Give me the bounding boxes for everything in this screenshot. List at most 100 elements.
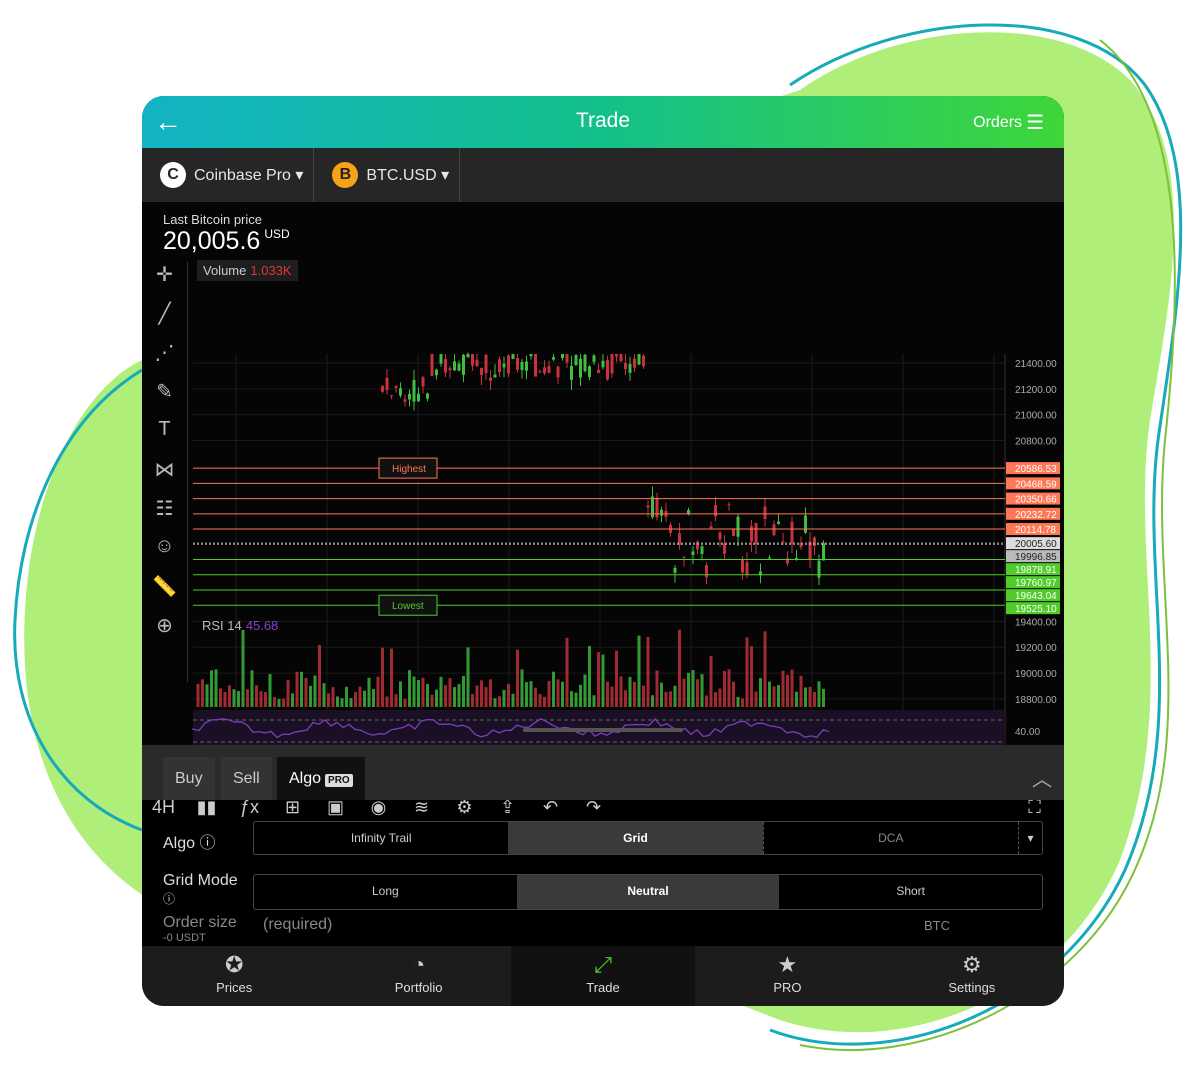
nav-trade[interactable]: ⤢ Trade [510, 946, 696, 1006]
portfolio-icon: ◔ [411, 952, 426, 977]
algo-option-dca[interactable]: DCA [762, 822, 1018, 854]
candle [502, 363, 506, 368]
gear-icon[interactable]: ⚙ [456, 796, 473, 817]
nav-pro[interactable]: ★ PRO [695, 946, 879, 1006]
volume-bar [772, 686, 776, 707]
nav-settings[interactable]: ⚙ Settings [880, 946, 1064, 1006]
volume-bar [358, 686, 362, 707]
zoom-in-icon[interactable]: ⊕ [156, 615, 173, 637]
volume-bar [345, 686, 348, 707]
layers-icon[interactable]: ≋ [413, 796, 430, 817]
candle [799, 542, 803, 548]
candle [723, 543, 726, 554]
volume-bar [696, 679, 699, 707]
indicators-icon[interactable]: ƒx [239, 796, 259, 817]
price-tick: 20800.00 [1015, 437, 1057, 448]
volume-bar [255, 685, 258, 707]
volume-bar [493, 698, 497, 707]
candle [637, 354, 641, 365]
candle [822, 543, 825, 561]
undo-icon[interactable]: ↶ [542, 796, 559, 817]
nav-prices[interactable]: ✪ Prices [142, 946, 326, 1006]
eye-icon[interactable]: ◉ [370, 796, 387, 817]
volume-bar [741, 698, 744, 707]
prediction-icon[interactable]: ☷ [155, 498, 174, 520]
tab-algo[interactable]: Algo PRO [277, 757, 365, 800]
volume-bar [732, 681, 735, 707]
volume-bar [637, 635, 641, 707]
info-icon[interactable]: ⓘ [163, 892, 176, 906]
drag-handle[interactable] [523, 728, 683, 732]
candle [520, 361, 524, 371]
emoji-icon[interactable]: ☺ [154, 535, 175, 557]
volume-bar [259, 691, 263, 707]
candle [682, 556, 686, 558]
layout-icon[interactable]: ⊞ [284, 796, 301, 817]
volume-bar [754, 691, 758, 707]
price-chart[interactable]: Last Bitcoin price 20,005.6 USD ✛ ╱ ⋰ ✎ T ⋈ ☷ ☺ 📏… [142, 202, 1064, 817]
info-icon[interactable]: ⓘ [199, 835, 216, 852]
tab-buy[interactable]: Buy [163, 757, 215, 800]
page-title: Trade [575, 109, 631, 132]
orders-label: Orders [973, 113, 1023, 131]
fullscreen-icon[interactable]: ⛶ [1028, 796, 1041, 817]
text-icon[interactable]: T [158, 418, 171, 440]
candle [651, 496, 654, 518]
volume-bar [385, 696, 389, 707]
order-size-input[interactable]: (required) [263, 916, 333, 933]
candle [750, 526, 753, 542]
candle [489, 377, 492, 381]
volume-bar [498, 696, 501, 707]
trend-line-icon[interactable]: ╱ [158, 303, 171, 325]
volume-bar [750, 646, 753, 707]
pattern-icon[interactable]: ⋈ [154, 459, 175, 481]
volume-bar [822, 688, 825, 707]
candle [754, 523, 758, 545]
brush-icon[interactable]: ✎ [156, 381, 173, 403]
redo-icon[interactable]: ↷ [585, 796, 602, 817]
algo-dropdown-caret[interactable]: ▾ [1017, 822, 1042, 854]
orders-list-icon: ☰ [1026, 112, 1044, 134]
crosshair-icon[interactable]: ✛ [156, 264, 173, 286]
candles-icon[interactable]: ▮▮ [196, 796, 217, 817]
volume-bar [556, 679, 560, 707]
pitchfork-icon[interactable]: ⋰ [154, 342, 175, 364]
candle [759, 571, 762, 576]
volume-bar [723, 670, 726, 707]
bitcoin-icon: B [332, 162, 359, 188]
candle [462, 354, 465, 375]
orders-button[interactable]: Orders ☰ [973, 110, 1044, 135]
algo-option-grid[interactable]: Grid [508, 822, 763, 854]
candle [781, 541, 785, 543]
current-price-tag [1006, 537, 1060, 550]
volume-bar [592, 695, 596, 707]
trade-icon: ⤢ [594, 952, 612, 977]
candle [538, 371, 542, 373]
ruler-icon[interactable]: 📏 [152, 576, 177, 598]
candle [547, 365, 551, 373]
arrow-left-icon[interactable]: ← [154, 106, 182, 137]
chevron-up-icon[interactable]: ︿ [1032, 769, 1052, 791]
interval-button[interactable]: 4H [151, 796, 175, 817]
exchange-selector[interactable]: C Coinbase Pro ▾ [142, 148, 315, 202]
buy-level-label: 19878.91 [1015, 565, 1057, 576]
volume-bar [610, 686, 614, 707]
grid-mode-long[interactable]: Long [371, 884, 399, 898]
pair-selector[interactable]: B BTC.USD ▾ [314, 148, 461, 202]
algo-option-infinity-trail[interactable]: Infinity Trail [350, 831, 412, 845]
nav-portfolio[interactable]: ◔ Portfolio [326, 946, 510, 1006]
candle [570, 365, 573, 380]
volume-bar [331, 687, 335, 707]
candle [786, 558, 789, 564]
candle [444, 358, 447, 373]
share-icon[interactable]: ⇪ [499, 796, 516, 817]
volume-bar [453, 687, 456, 707]
grid-mode-neutral[interactable]: Neutral [516, 875, 780, 909]
grid-mode-short[interactable]: Short [896, 884, 926, 898]
volume-bar [646, 636, 650, 707]
tab-sell[interactable]: Sell [221, 757, 272, 800]
volume-value: 1.033K [250, 263, 292, 278]
volume-bar [619, 676, 623, 707]
compare-icon[interactable]: ▣ [326, 796, 344, 817]
volume-bar [426, 684, 429, 707]
